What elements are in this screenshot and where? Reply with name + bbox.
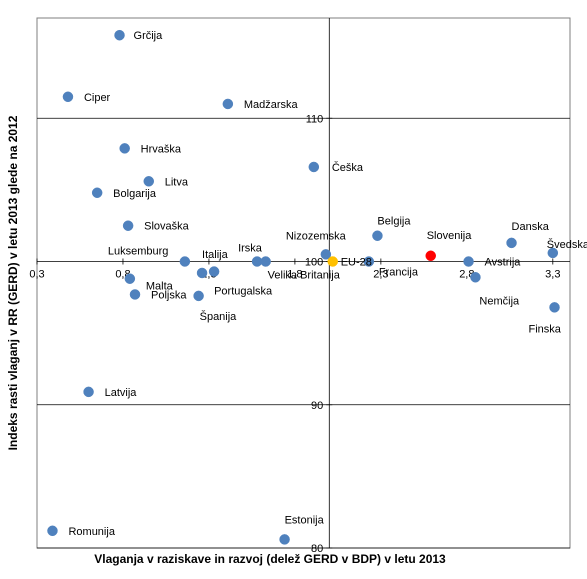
data-point — [260, 256, 271, 267]
data-point — [179, 256, 191, 267]
data-label: Madžarska — [244, 99, 299, 111]
data-label: Belgija — [377, 216, 411, 228]
x-tick-label: 2,3 — [373, 269, 388, 281]
data-label: Luksemburg — [108, 246, 169, 258]
data-point — [193, 290, 204, 302]
data-point — [222, 98, 234, 110]
data-label: Nizozemska — [286, 230, 347, 242]
data-label: Poljska — [151, 289, 187, 301]
data-label: Francija — [379, 267, 419, 279]
data-point — [327, 256, 338, 267]
data-label: Litva — [165, 176, 189, 188]
data-point — [208, 266, 220, 277]
data-label: EU-28 — [341, 257, 372, 269]
y-tick-label: 110 — [306, 113, 324, 125]
data-point — [363, 256, 375, 267]
data-point — [463, 256, 474, 267]
data-label: Irska — [238, 243, 263, 255]
data-point — [470, 272, 481, 283]
data-point — [547, 247, 559, 259]
data-label: Nemčija — [479, 295, 520, 307]
data-point — [143, 176, 155, 187]
data-label: Romunija — [68, 526, 115, 538]
data-label: Danska — [512, 221, 550, 233]
y-axis-title: Indeks rasti vlaganj v RR (GERD) v letu … — [6, 115, 20, 450]
data-points — [47, 29, 560, 545]
data-point — [83, 386, 94, 398]
y-tick-label: 80 — [311, 543, 323, 555]
data-point — [119, 143, 130, 154]
axes — [36, 18, 570, 549]
data-point — [129, 289, 141, 300]
x-tick-label: 3,3 — [545, 269, 560, 281]
data-point — [506, 237, 517, 249]
data-label: Portugalska — [214, 286, 273, 298]
data-point — [320, 249, 332, 260]
data-point — [425, 250, 436, 262]
x-tick-label: 1,8 — [287, 269, 302, 281]
data-label: Slovaška — [144, 221, 190, 233]
data-label: Švedska — [547, 238, 587, 251]
y-tick-label: 100 — [305, 257, 323, 269]
data-point — [372, 230, 383, 241]
data-labels: Grčija Ciper Madžarska Hrvaška Češka Litva Bol… — [68, 30, 587, 538]
data-point — [549, 302, 560, 313]
data-point — [122, 220, 134, 231]
data-point — [308, 161, 320, 173]
x-tick-label: 0,3 — [29, 269, 44, 281]
data-point — [91, 187, 103, 199]
data-label: Bolgarija — [113, 188, 157, 200]
data-label: Hrvaška — [141, 143, 182, 155]
x-axis-title: Vlaganja v raziskave in razvoj (delež GE… — [94, 552, 446, 566]
data-label: Italija — [202, 249, 229, 261]
y-tick-label: 90 — [311, 400, 323, 412]
data-label: Finska — [529, 323, 562, 335]
data-label: Španija — [200, 310, 238, 323]
data-point — [114, 29, 125, 41]
data-label: Češka — [332, 161, 364, 174]
data-label: Avstrija — [485, 257, 522, 269]
data-point — [47, 525, 58, 537]
data-label: Ciper — [84, 92, 111, 104]
data-label: Latvija — [105, 387, 138, 399]
data-label: Malta — [146, 281, 174, 293]
data-point — [62, 91, 74, 103]
data-point — [124, 273, 136, 284]
plot-frame — [36, 17, 571, 549]
data-label: Slovenija — [427, 230, 473, 242]
data-point — [279, 534, 290, 545]
data-label: Estonija — [285, 514, 325, 526]
data-point — [196, 267, 208, 279]
data-label: Grčija — [134, 30, 164, 42]
data-label: Velika Britanija — [268, 270, 341, 282]
